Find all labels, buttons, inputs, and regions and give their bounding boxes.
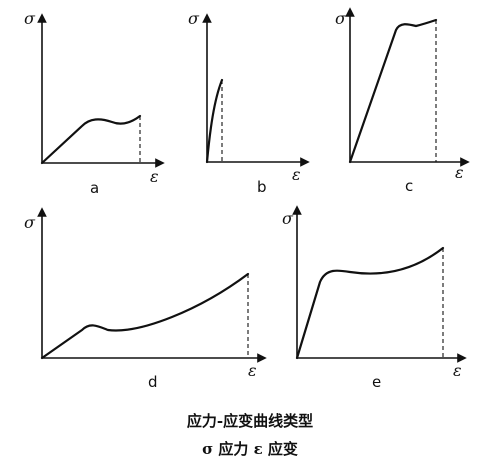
panel-d-y-label: σ	[24, 213, 36, 232]
panel-c-curve	[348, 18, 438, 164]
figure-caption-legend: σ 应力 ε 应变	[202, 440, 298, 458]
panel-a-curve	[40, 114, 142, 165]
panel-e-label: e	[372, 373, 381, 391]
panel-b-y-label: σ	[188, 9, 200, 28]
panel-e: σ ε e	[282, 205, 467, 391]
panel-a-x-label: ε	[150, 167, 159, 186]
panel-e-x-label: ε	[453, 361, 462, 380]
panel-d: σ ε d	[24, 207, 267, 391]
panel-e-y-label: σ	[282, 209, 294, 228]
panel-a-y-label: σ	[24, 9, 36, 28]
panel-a: σ ε a	[24, 9, 165, 197]
panel-c-label: c	[405, 177, 413, 195]
panel-d-x-label: ε	[248, 361, 257, 380]
panel-b-label: b	[257, 178, 267, 196]
panel-c-y-label: σ	[335, 9, 347, 28]
panel-d-label: d	[148, 373, 158, 391]
panel-c: σ ε c	[335, 7, 470, 195]
panel-c-x-label: ε	[455, 163, 464, 182]
panel-b-curve	[205, 78, 224, 164]
figure-caption-title: 应力-应变曲线类型	[186, 412, 314, 430]
panel-e-curve	[295, 246, 445, 360]
panel-b-x-label: ε	[292, 165, 301, 184]
panel-b: σ ε b	[188, 9, 310, 196]
panel-d-curve	[40, 272, 250, 360]
panel-a-label: a	[90, 179, 99, 197]
